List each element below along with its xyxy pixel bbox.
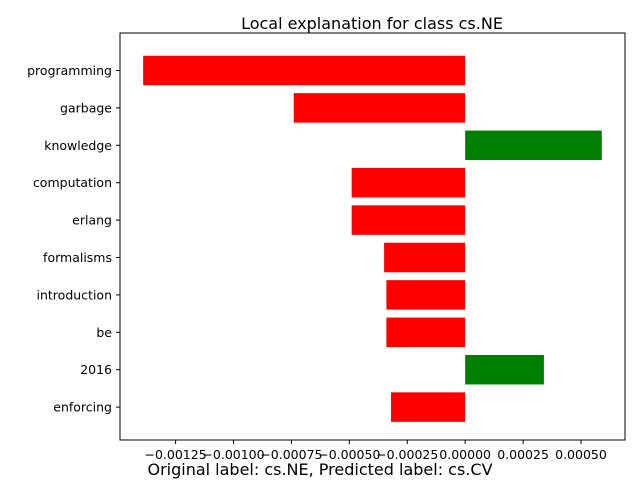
plot-frame <box>119 32 626 441</box>
y-ticks: programming garbage knowledge computation er… <box>27 63 120 415</box>
chart-title: Local explanation for class cs.NE <box>241 14 503 33</box>
y-tick-label-1: garbage <box>60 100 112 115</box>
y-tick-label-5: formalisms <box>43 250 112 265</box>
x-tick-label-1: −0.00100 <box>202 447 264 462</box>
y-tick-label-0: programming <box>27 63 112 78</box>
x-tick-label-6: 0.00025 <box>497 447 549 462</box>
x-tick-label-4: −0.00025 <box>376 447 438 462</box>
x-ticks: −0.00125−0.00100−0.00075−0.00050−0.00025… <box>145 440 607 462</box>
y-tick-label-4: erlang <box>72 213 112 228</box>
bar-6 <box>386 280 466 310</box>
y-tick-label-2: knowledge <box>44 138 112 153</box>
bar-2 <box>465 130 602 161</box>
y-tick-label-9: enforcing <box>53 400 112 415</box>
bar-5 <box>384 242 466 273</box>
y-tick-label-8: 2016 <box>80 362 112 377</box>
bar-1 <box>293 93 466 123</box>
bar-3 <box>351 167 466 198</box>
bar-0 <box>143 55 466 86</box>
x-tick-label-7: 0.00050 <box>555 447 607 462</box>
bar-7 <box>386 317 466 348</box>
y-tick-label-3: computation <box>33 175 112 190</box>
x-tick-label-2: −0.00075 <box>260 447 322 462</box>
bars-group <box>143 55 602 422</box>
y-tick-label-6: introduction <box>37 287 112 302</box>
bar-8 <box>465 354 544 385</box>
x-tick-label-5: 0.00000 <box>439 447 491 462</box>
y-tick-label-7: be <box>96 325 112 340</box>
chart-caption: Original label: cs.NE, Predicted label: … <box>147 460 492 479</box>
x-tick-label-0: −0.00125 <box>145 447 207 462</box>
bar-9 <box>391 392 466 422</box>
bar-4 <box>351 205 466 235</box>
x-tick-label-3: −0.00050 <box>318 447 380 462</box>
